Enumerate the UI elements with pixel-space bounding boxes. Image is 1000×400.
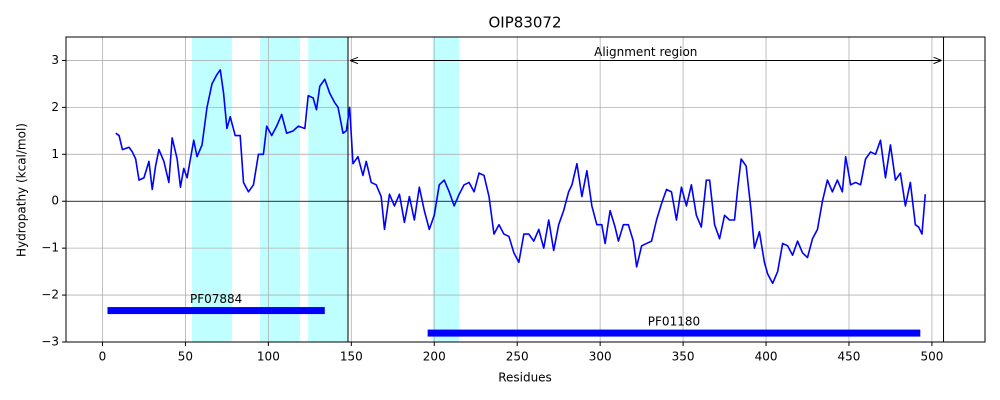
- shaded-region: [308, 37, 349, 342]
- x-tick-label: 250: [506, 350, 529, 364]
- y-tick-label: 3: [51, 53, 59, 67]
- x-tick-label: 200: [423, 350, 446, 364]
- hydropathy-line: [115, 69, 927, 285]
- x-tick-label: 350: [672, 350, 695, 364]
- x-tick-label: 100: [257, 350, 280, 364]
- x-tick-label: 50: [178, 350, 193, 364]
- domain-bar: [107, 307, 325, 315]
- shaded-region: [192, 37, 232, 342]
- x-tick-label: 150: [340, 350, 363, 364]
- x-tick-label: 400: [755, 350, 778, 364]
- y-tick-label: 2: [51, 100, 59, 114]
- x-tick-label: 300: [589, 350, 612, 364]
- y-tick-label: −3: [41, 335, 59, 349]
- shaded-region: [260, 37, 300, 342]
- annotation-label: Alignment region: [594, 45, 697, 59]
- y-tick-label: 1: [51, 147, 59, 161]
- domain-label: PF01180: [648, 315, 700, 329]
- y-tick-label: 0: [51, 194, 59, 208]
- x-tick-label: 0: [99, 350, 107, 364]
- x-tick-label: 500: [920, 350, 943, 364]
- domain-bar: [427, 329, 921, 337]
- plot-frame: [65, 36, 986, 343]
- x-tick-label: 450: [838, 350, 861, 364]
- chart-title: OIP83072: [489, 14, 562, 32]
- y-tick-label: −2: [41, 288, 59, 302]
- shaded-region: [432, 37, 460, 342]
- domain-label: PF07884: [190, 292, 242, 306]
- y-axis-label: Hydropathy (kcal/mol): [15, 123, 29, 257]
- y-tick-label: −1: [41, 241, 59, 255]
- x-axis-label: Residues: [498, 371, 552, 385]
